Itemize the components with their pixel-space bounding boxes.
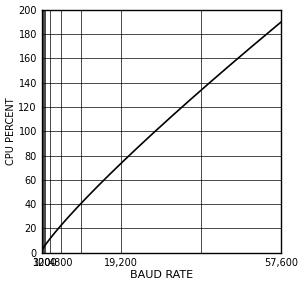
- X-axis label: BAUD RATE: BAUD RATE: [130, 271, 193, 281]
- Y-axis label: CPU PERCENT: CPU PERCENT: [5, 97, 16, 165]
